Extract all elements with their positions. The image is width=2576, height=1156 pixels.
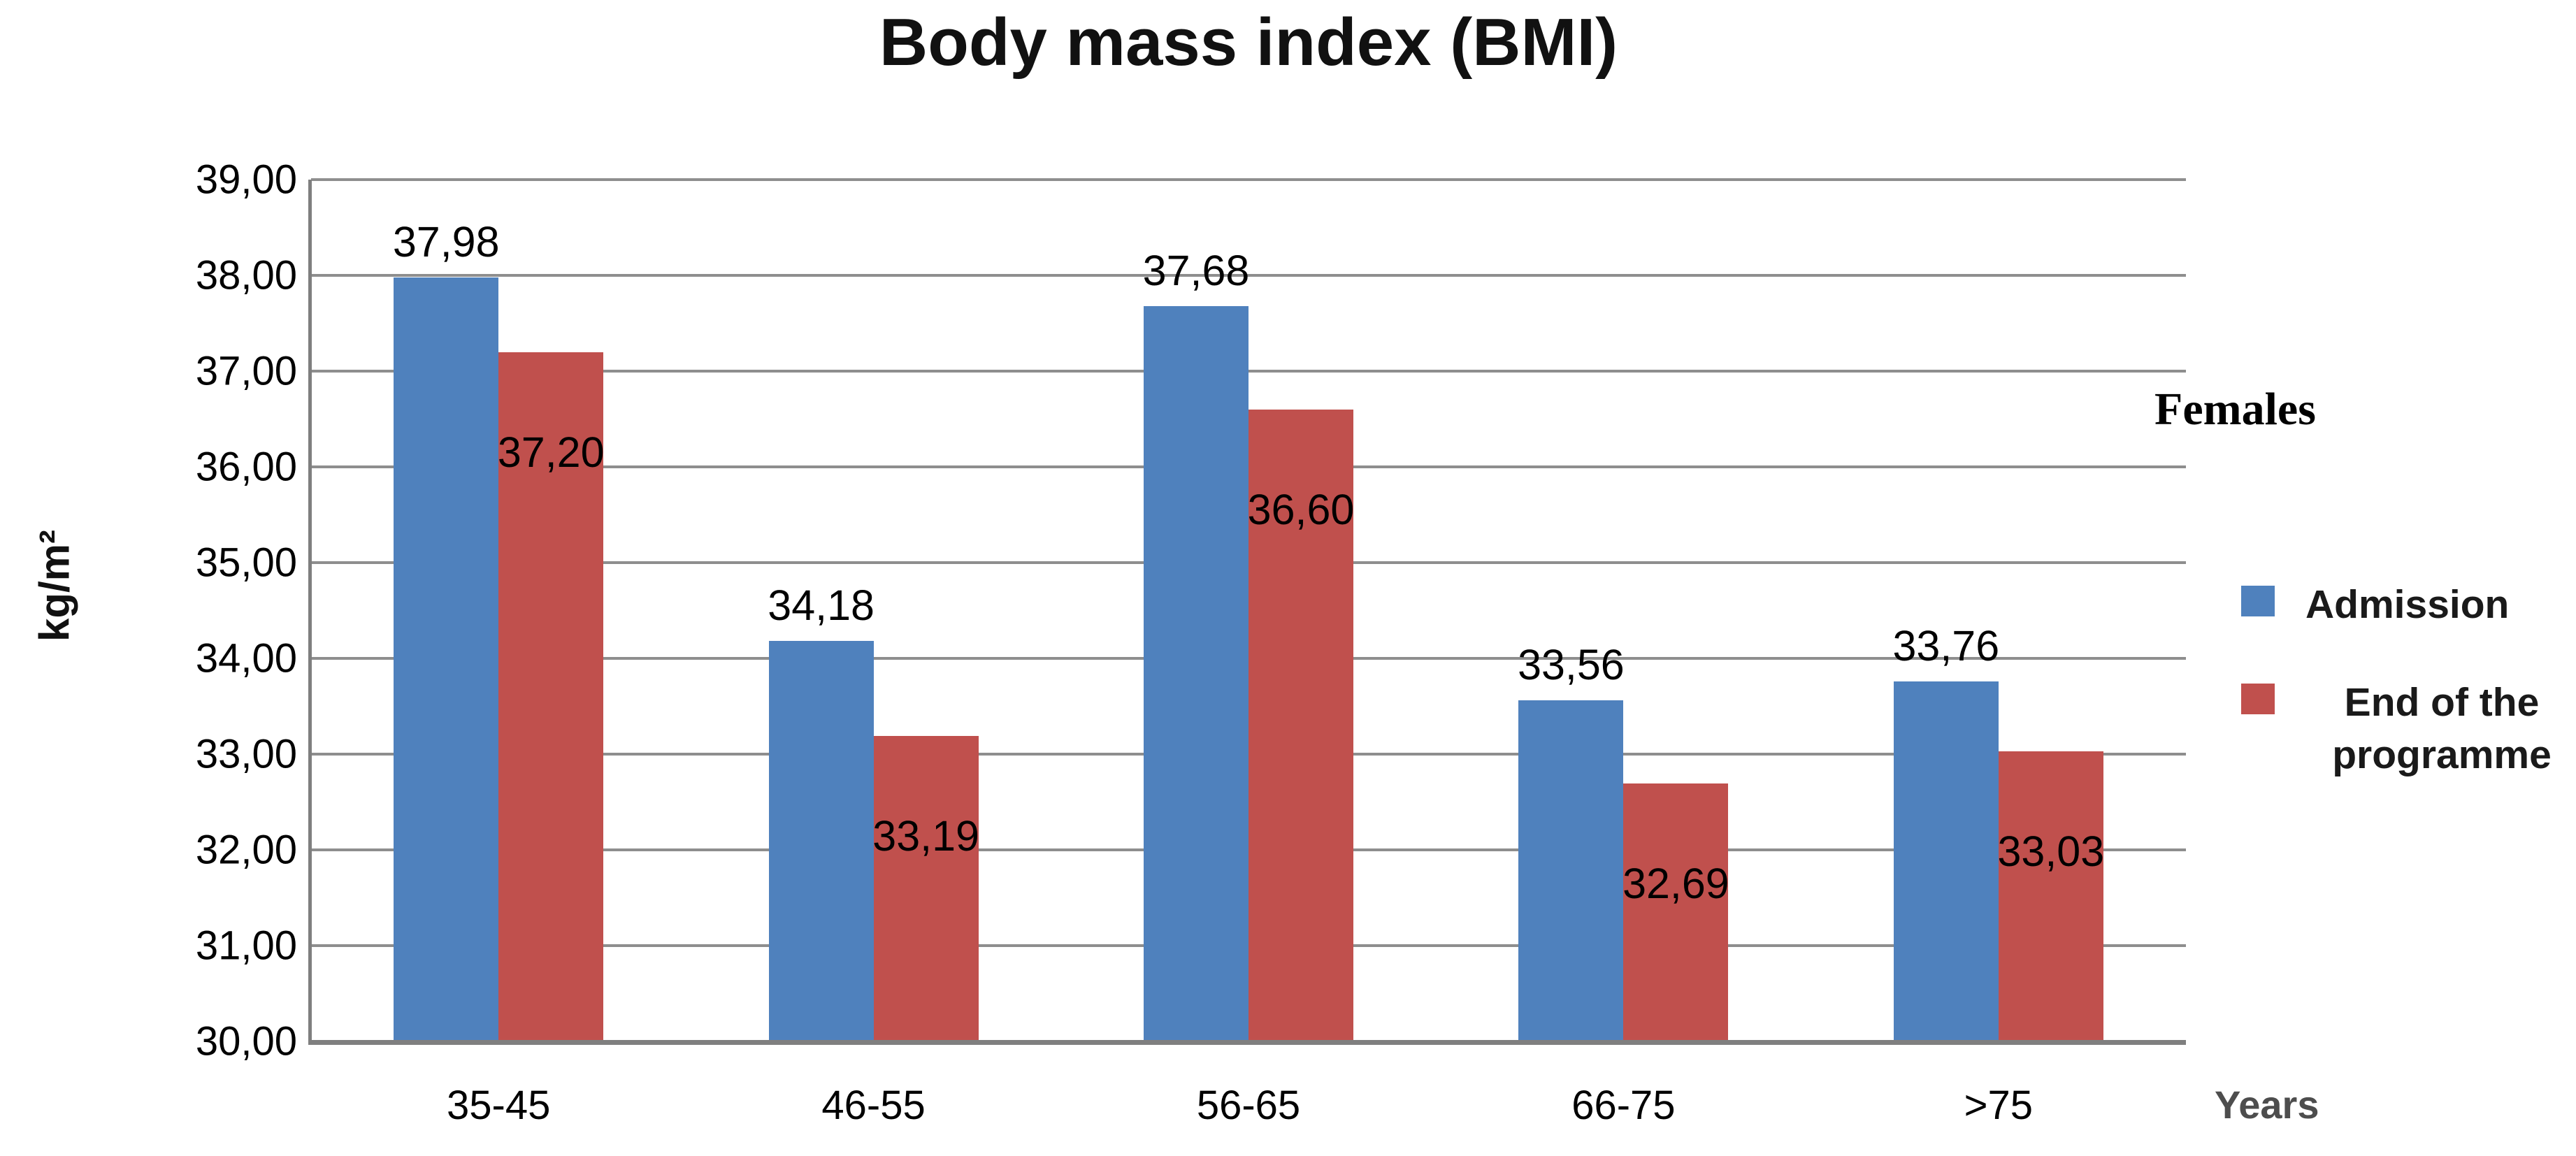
y-tick-label-39: 39,00 bbox=[195, 157, 297, 203]
y-tick-label-33: 33,00 bbox=[195, 731, 297, 777]
y-tick-label-31: 31,00 bbox=[195, 923, 297, 969]
females-annotation: Females bbox=[2154, 384, 2316, 435]
value-label-admission-56-65: 37,68 bbox=[1142, 246, 1250, 294]
gridline-37 bbox=[311, 370, 2186, 373]
bar-admission-35-45 bbox=[394, 277, 499, 1041]
y-tick-label-32: 32,00 bbox=[195, 827, 297, 873]
value-label-admission->75: 33,76 bbox=[1892, 621, 2000, 670]
y-tick-label-38: 38,00 bbox=[195, 252, 297, 298]
admission-legend-label: Admission bbox=[2305, 582, 2510, 627]
x-axis-line bbox=[308, 1040, 2186, 1045]
x-tick-label-35-45: 35-45 bbox=[447, 1083, 551, 1128]
y-tick-label-36: 36,00 bbox=[195, 444, 297, 490]
value-label-end-of-the-programme-46-55: 33,19 bbox=[872, 811, 979, 860]
end-of-programme-legend-swatch bbox=[2241, 684, 2275, 714]
x-tick-label-56-65: 56-65 bbox=[1196, 1083, 1301, 1128]
bar-admission-46-55 bbox=[768, 641, 874, 1041]
bar-admission-66-75 bbox=[1518, 700, 1624, 1041]
value-label-end-of-the-programme-35-45: 37,20 bbox=[497, 428, 605, 476]
value-label-admission-66-75: 33,56 bbox=[1518, 641, 1625, 689]
x-axis-title: Years bbox=[2215, 1083, 2319, 1127]
gridline-39 bbox=[311, 178, 2186, 181]
y-tick-label-30: 30,00 bbox=[195, 1018, 297, 1064]
bar-end-of-the-programme->75 bbox=[1998, 751, 2103, 1041]
value-label-end-of-the-programme-56-65: 36,60 bbox=[1247, 485, 1355, 533]
end-of-programme-legend-label: End of the programme bbox=[2332, 680, 2552, 778]
value-label-admission-35-45: 37,98 bbox=[392, 217, 500, 266]
chart-title: Body mass index (BMI) bbox=[879, 5, 1618, 80]
x-tick-label-66-75: 66-75 bbox=[1571, 1083, 1676, 1128]
bar-end-of-the-programme-35-45 bbox=[498, 352, 604, 1041]
legend-item-end-of-programme: End of the programme bbox=[2241, 677, 2576, 781]
y-tick-label-35: 35,00 bbox=[195, 540, 297, 586]
gridline-38 bbox=[311, 274, 2186, 277]
y-tick-label-37: 37,00 bbox=[195, 348, 297, 394]
value-label-end-of-the-programme->75: 33,03 bbox=[1997, 827, 2105, 875]
bar-end-of-the-programme-56-65 bbox=[1249, 409, 1353, 1041]
bar-admission->75 bbox=[1893, 681, 1999, 1041]
value-label-end-of-the-programme-66-75: 32,69 bbox=[1622, 860, 1729, 908]
x-tick-label->75: >75 bbox=[1964, 1083, 2033, 1128]
x-tick-label-46-55: 46-55 bbox=[821, 1083, 926, 1128]
y-tick-label-34: 34,00 bbox=[195, 635, 297, 681]
y-axis-title: kg/m² bbox=[31, 529, 78, 642]
bar-end-of-the-programme-46-55 bbox=[873, 735, 979, 1041]
bar-end-of-the-programme-66-75 bbox=[1623, 783, 1729, 1041]
y-axis-line bbox=[308, 180, 312, 1041]
legend-item-admission: Admission bbox=[2241, 579, 2509, 631]
bar-admission-56-65 bbox=[1144, 305, 1249, 1041]
value-label-admission-46-55: 34,18 bbox=[768, 581, 875, 630]
admission-legend-swatch bbox=[2241, 586, 2275, 616]
